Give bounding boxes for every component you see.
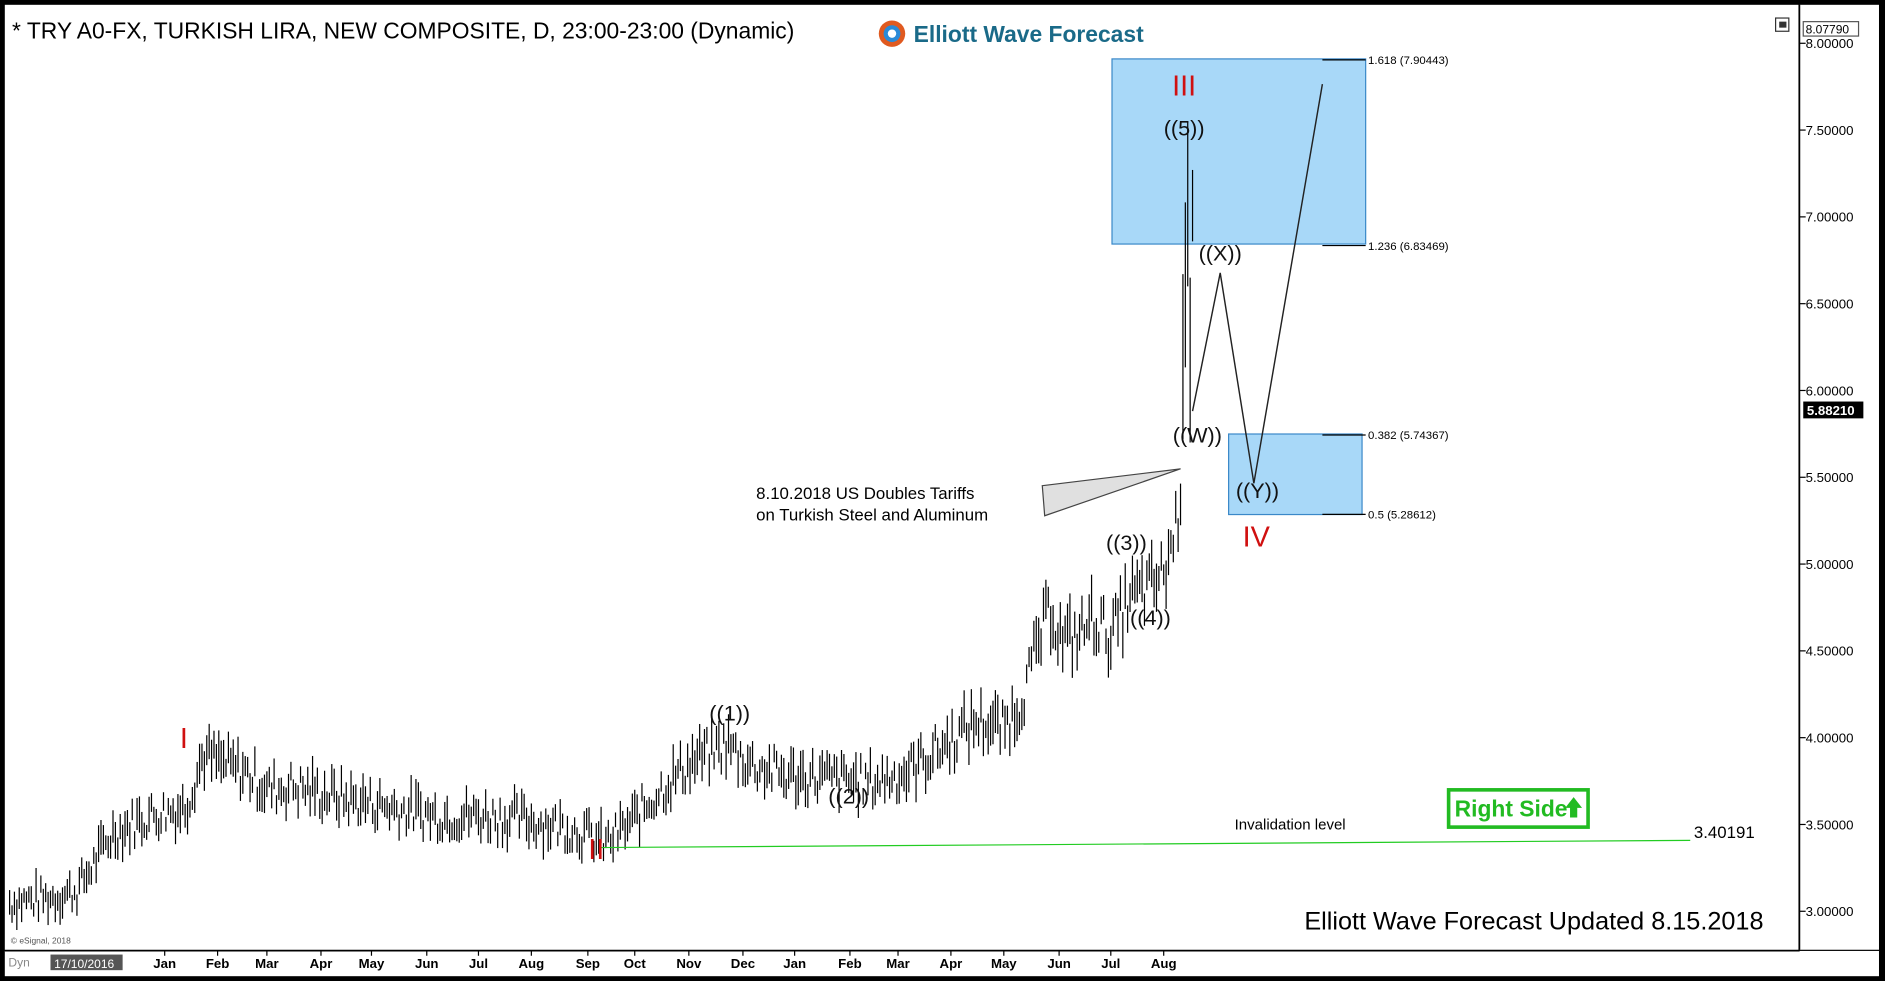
x-tick-label: Jun bbox=[415, 956, 439, 971]
y-tick-label: 7.00000 bbox=[1806, 210, 1854, 225]
y-tick-label: 6.00000 bbox=[1806, 383, 1854, 398]
x-axis-ticks: Jan Feb Mar Apr May Jun Jul Aug Sep Oct Nov Dec Jan F… bbox=[153, 950, 1177, 971]
wave-label: ((3)) bbox=[1106, 530, 1147, 555]
date-cursor-value: 17/10/2016 bbox=[54, 957, 114, 971]
x-tick-label: May bbox=[991, 956, 1017, 971]
wave-label: ((W)) bbox=[1173, 423, 1222, 448]
brand-name: Elliott Wave Forecast bbox=[914, 21, 1144, 47]
fib-levels: 1.618 (7.90443) 1.236 (6.83469) 0.382 (5.7… bbox=[1322, 55, 1449, 522]
restore-window-icon[interactable] bbox=[1775, 17, 1790, 32]
wave-label: I bbox=[180, 723, 188, 755]
top-price-value: 8.07790 bbox=[1806, 23, 1850, 37]
up-arrow-icon bbox=[1565, 797, 1583, 818]
last-price-value: 5.88210 bbox=[1807, 403, 1855, 418]
y-axis-ticks: 8.00000 7.50000 7.00000 6.50000 6.00000 5.500… bbox=[1799, 36, 1854, 919]
projected-wave-path bbox=[1191, 84, 1324, 484]
x-tick-label: Jul bbox=[469, 956, 488, 971]
wave-label: II bbox=[588, 834, 604, 866]
price-series bbox=[9, 121, 1194, 931]
invalidation-line bbox=[601, 839, 1691, 849]
x-tick-label: Apr bbox=[310, 956, 333, 971]
x-tick-label: May bbox=[359, 956, 385, 971]
invalidation-label: Invalidation level bbox=[1235, 817, 1346, 834]
fib-level-label: 1.236 (6.83469) bbox=[1368, 241, 1449, 253]
x-tick-label: Feb bbox=[206, 956, 230, 971]
wave-label: ((Y)) bbox=[1236, 478, 1279, 503]
x-tick-label: Jul bbox=[1101, 956, 1120, 971]
right-side-label: Right Side bbox=[1455, 795, 1568, 821]
y-tick-label: 7.50000 bbox=[1806, 123, 1854, 138]
x-tick-label: Nov bbox=[676, 956, 702, 971]
x-tick-label: Mar bbox=[255, 956, 279, 971]
wave-label: ((4)) bbox=[1130, 605, 1171, 630]
x-tick-label: Jan bbox=[783, 956, 806, 971]
wave-label: ((5)) bbox=[1164, 115, 1205, 140]
time-axis bbox=[4, 950, 1879, 977]
x-tick-label: Mar bbox=[886, 956, 910, 971]
x-tick-label: Apr bbox=[940, 956, 963, 971]
x-tick-label: Aug bbox=[1151, 956, 1177, 971]
wave-iv-target-box bbox=[1228, 433, 1363, 516]
event-callout-wedge bbox=[1041, 468, 1181, 517]
date-cursor-tag bbox=[50, 954, 123, 971]
updated-footer: Elliott Wave Forecast Updated 8.15.2018 bbox=[1304, 907, 1763, 935]
last-price-tag bbox=[1803, 401, 1864, 419]
y-tick-label: 4.00000 bbox=[1806, 730, 1854, 745]
x-tick-label: Jun bbox=[1047, 956, 1071, 971]
x-tick-label: Aug bbox=[519, 956, 545, 971]
price-axis bbox=[1799, 4, 1879, 950]
y-tick-label: 5.00000 bbox=[1806, 557, 1854, 572]
y-tick-label: 4.50000 bbox=[1806, 644, 1854, 659]
wave-label: IV bbox=[1243, 522, 1271, 554]
y-tick-label: 3.00000 bbox=[1806, 904, 1854, 919]
y-tick-label: 3.50000 bbox=[1806, 817, 1854, 832]
brand-logo: Elliott Wave Forecast bbox=[878, 20, 1144, 47]
x-tick-label: Oct bbox=[624, 956, 647, 971]
y-tick-label: 8.00000 bbox=[1806, 36, 1854, 51]
right-side-badge bbox=[1446, 788, 1590, 829]
wave-label: III bbox=[1172, 70, 1196, 102]
x-tick-label: Feb bbox=[838, 956, 862, 971]
top-price-tag bbox=[1802, 21, 1860, 37]
x-tick-label: Dec bbox=[731, 956, 755, 971]
y-tick-label: 6.50000 bbox=[1806, 296, 1854, 311]
y-tick-label: 5.50000 bbox=[1806, 470, 1854, 485]
event-annotation-line1: 8.10.2018 US Doubles Tariffs bbox=[756, 484, 974, 503]
copyright: © eSignal, 2018 bbox=[11, 936, 71, 946]
wave-iii-target-box bbox=[1111, 58, 1367, 245]
wave-label: ((2)) bbox=[828, 784, 869, 809]
wave-label: ((X)) bbox=[1199, 240, 1242, 265]
fib-level-label: 1.618 (7.90443) bbox=[1368, 55, 1449, 67]
x-tick-label: Sep bbox=[576, 956, 600, 971]
corner-label: Dyn bbox=[8, 956, 29, 970]
x-tick-label: Jan bbox=[153, 956, 176, 971]
fib-level-label: 0.5 (5.28612) bbox=[1368, 510, 1436, 522]
wave-label: ((1)) bbox=[709, 700, 750, 725]
event-annotation-line2: on Turkish Steel and Aluminum bbox=[756, 506, 988, 525]
wave-labels: III((1))((2))((3))((4))((5))III((W))((X)… bbox=[180, 70, 1279, 866]
invalidation-value: 3.40191 bbox=[1694, 823, 1755, 842]
chart-title: * TRY A0-FX, TURKISH LIRA, NEW COMPOSITE… bbox=[12, 17, 794, 43]
fib-level-label: 0.382 (5.74367) bbox=[1368, 430, 1449, 442]
